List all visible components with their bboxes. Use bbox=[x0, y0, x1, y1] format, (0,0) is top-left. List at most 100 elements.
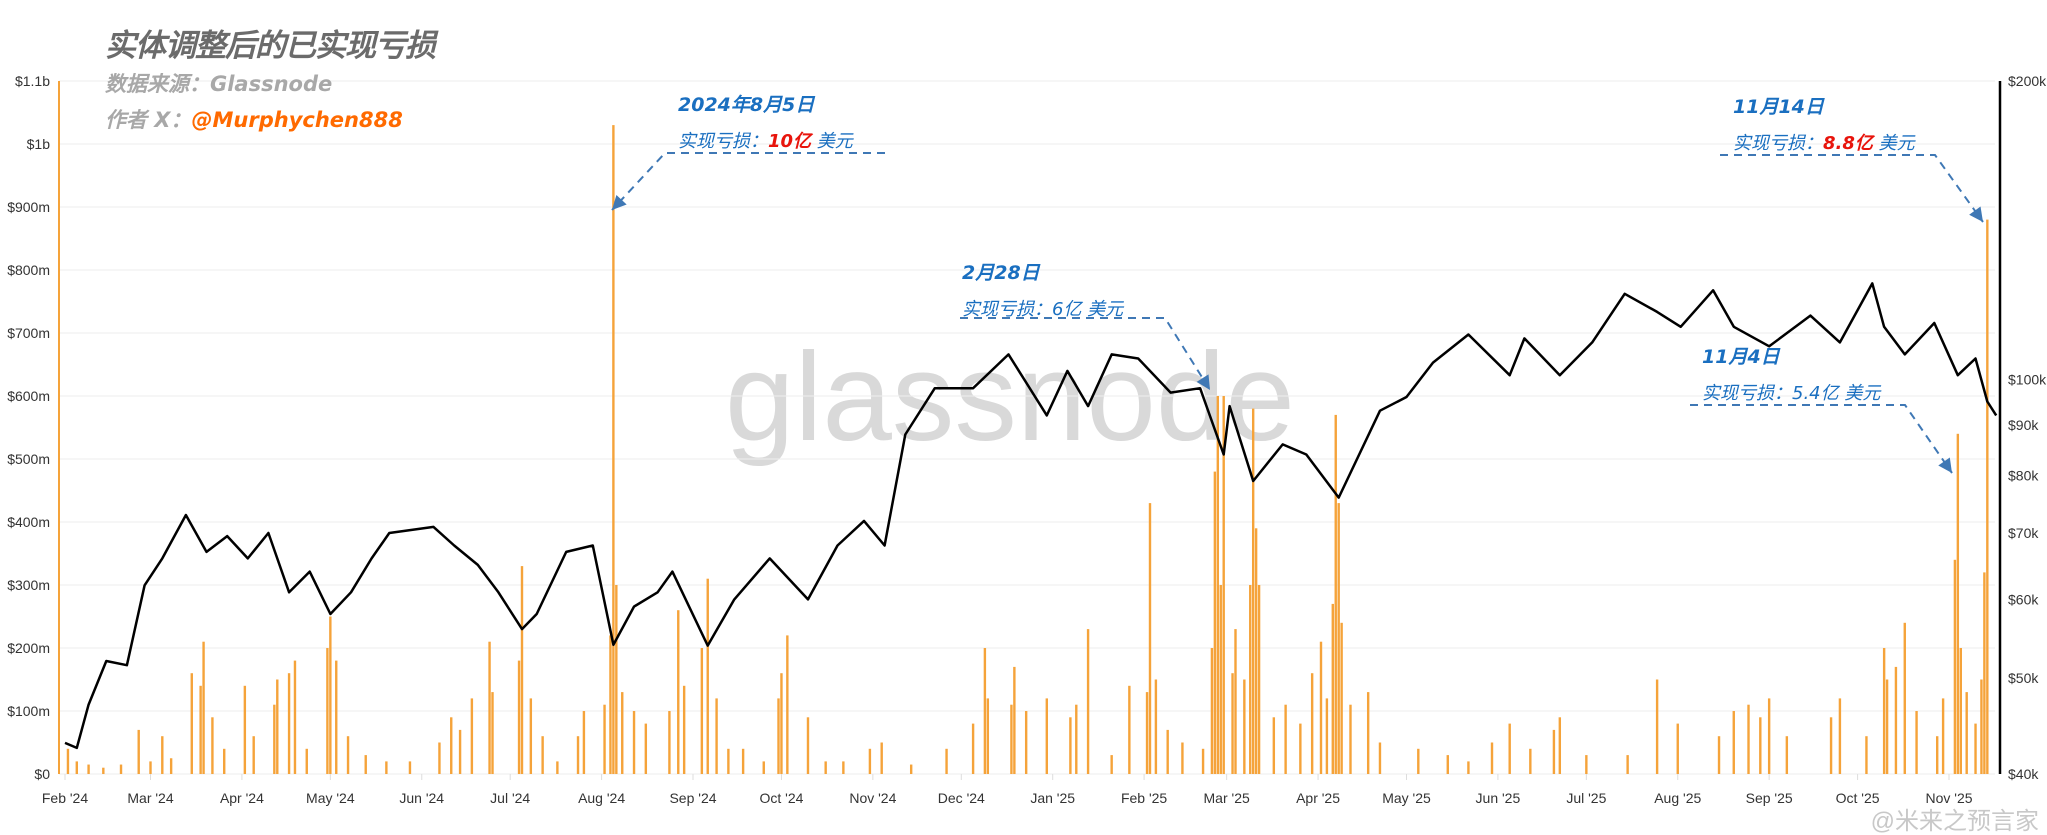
loss-bar bbox=[119, 764, 123, 774]
loss-bar bbox=[1759, 717, 1762, 774]
annotation-arrow bbox=[1720, 154, 1984, 223]
x-axis-tick-label: Apr '24 bbox=[220, 790, 264, 806]
loss-bar bbox=[1216, 396, 1220, 774]
loss-bar bbox=[1417, 748, 1420, 774]
annotation-unit: 美元 bbox=[1081, 299, 1124, 320]
source-label: 数据来源： bbox=[105, 72, 210, 96]
loss-bar bbox=[576, 736, 580, 774]
loss-bar bbox=[1310, 673, 1314, 774]
loss-bar bbox=[1340, 622, 1343, 774]
loss-bar bbox=[868, 748, 872, 774]
annotation-value: 5.4亿 bbox=[1792, 383, 1839, 404]
loss-bar bbox=[1558, 717, 1562, 774]
x-axis-tick-label: Oct '24 bbox=[759, 790, 803, 806]
right-axis-tick-label: $200k bbox=[2008, 73, 2047, 89]
loss-bar bbox=[1732, 711, 1735, 774]
loss-bar bbox=[621, 692, 624, 774]
loss-bar bbox=[1865, 736, 1868, 774]
loss-bar bbox=[1941, 698, 1945, 774]
loss-bar bbox=[706, 578, 709, 774]
corner-watermark: @米来之预言家 bbox=[1870, 808, 2039, 835]
loss-bar bbox=[1747, 704, 1750, 774]
annotation-value: 8.8亿 bbox=[1823, 133, 1873, 154]
right-axis-tick-label: $90k bbox=[2008, 417, 2039, 433]
loss-bar bbox=[777, 698, 780, 774]
loss-bar bbox=[1767, 698, 1771, 774]
loss-bar bbox=[520, 566, 524, 774]
loss-bar bbox=[609, 635, 612, 774]
loss-bar bbox=[329, 616, 332, 774]
loss-bar bbox=[1959, 648, 1962, 774]
author-label: 作者 X： bbox=[105, 108, 192, 132]
loss-bar bbox=[1243, 679, 1246, 774]
loss-bar bbox=[1903, 622, 1906, 774]
loss-bar bbox=[470, 698, 474, 774]
loss-bar bbox=[169, 758, 173, 774]
right-axis-tick-label: $40k bbox=[2008, 766, 2039, 782]
x-axis-tick-label: Jan '25 bbox=[1030, 790, 1075, 806]
x-axis-tick-label: Dec '24 bbox=[938, 790, 985, 806]
x-axis-tick-label: Jul '24 bbox=[490, 790, 530, 806]
loss-bar bbox=[1231, 673, 1234, 774]
loss-bar bbox=[556, 761, 559, 774]
loss-bar bbox=[612, 125, 615, 775]
x-axis-tick-label: Aug '25 bbox=[1654, 790, 1701, 806]
loss-bar bbox=[438, 742, 441, 774]
loss-bars bbox=[66, 125, 1989, 775]
left-axis-tick-label: $600m bbox=[7, 388, 50, 404]
loss-bar bbox=[1882, 648, 1886, 774]
loss-bar bbox=[1251, 408, 1255, 774]
axes: $0 $100m $200m $300m $400m $500m $600m $700m $80… bbox=[7, 73, 2047, 806]
annotation-unit: 美元 bbox=[1872, 133, 1915, 154]
loss-bar bbox=[137, 729, 140, 774]
loss-bar bbox=[780, 673, 783, 774]
loss-bar bbox=[741, 748, 745, 774]
loss-bar bbox=[1257, 585, 1261, 774]
author: 作者 X：@Murphychen888 bbox=[105, 104, 403, 134]
loss-bar bbox=[1234, 629, 1237, 774]
annotation-arrows bbox=[611, 152, 1984, 474]
loss-bar bbox=[1013, 666, 1016, 774]
loss-bar bbox=[762, 761, 765, 774]
loss-bar bbox=[909, 764, 913, 774]
right-axis-tick-label: $80k bbox=[2008, 468, 2039, 484]
loss-bar bbox=[364, 755, 367, 774]
x-axis-tick-label: Jun '24 bbox=[399, 790, 444, 806]
loss-bar bbox=[1128, 685, 1131, 774]
loss-bar bbox=[880, 742, 883, 774]
loss-bar bbox=[1838, 698, 1842, 774]
author-handle[interactable]: @Murphychen888 bbox=[191, 108, 403, 132]
loss-bar bbox=[986, 698, 990, 774]
loss-bar bbox=[1986, 219, 1989, 775]
annotation-label: 实现亏损： bbox=[678, 131, 768, 152]
x-axis-tick-label: Jul '25 bbox=[1566, 790, 1606, 806]
annotation-date: 2月28日 bbox=[962, 262, 1040, 284]
loss-bar bbox=[1272, 717, 1276, 774]
loss-bar bbox=[450, 717, 453, 774]
loss-bar bbox=[1717, 736, 1721, 774]
data-source: 数据来源：Glassnode bbox=[105, 68, 332, 98]
loss-bar bbox=[1145, 692, 1149, 774]
loss-bar bbox=[326, 648, 329, 774]
loss-bar bbox=[458, 729, 462, 774]
x-axis-tick-label: Sep '25 bbox=[1746, 790, 1793, 806]
loss-bar bbox=[1331, 603, 1334, 774]
loss-bar bbox=[1676, 723, 1679, 774]
loss-bar bbox=[1552, 729, 1556, 774]
loss-bar bbox=[529, 698, 533, 774]
loss-bar bbox=[983, 648, 987, 774]
loss-bar bbox=[1965, 692, 1968, 774]
loss-bar bbox=[1885, 679, 1889, 774]
loss-bar bbox=[1953, 559, 1957, 774]
annotation-date: 11月4日 bbox=[1702, 346, 1780, 368]
loss-bar bbox=[1181, 742, 1184, 774]
loss-bar bbox=[1213, 471, 1217, 774]
loss-bar bbox=[1915, 711, 1918, 774]
loss-bar bbox=[945, 748, 948, 774]
loss-bar bbox=[1010, 704, 1013, 774]
annotation-unit: 美元 bbox=[811, 131, 853, 152]
x-axis-tick-label: Sep '24 bbox=[669, 790, 716, 806]
loss-bar bbox=[632, 711, 636, 774]
x-axis-tick-label: Mar '25 bbox=[1204, 790, 1250, 806]
glassnode-watermark: glassnode bbox=[725, 328, 1295, 467]
